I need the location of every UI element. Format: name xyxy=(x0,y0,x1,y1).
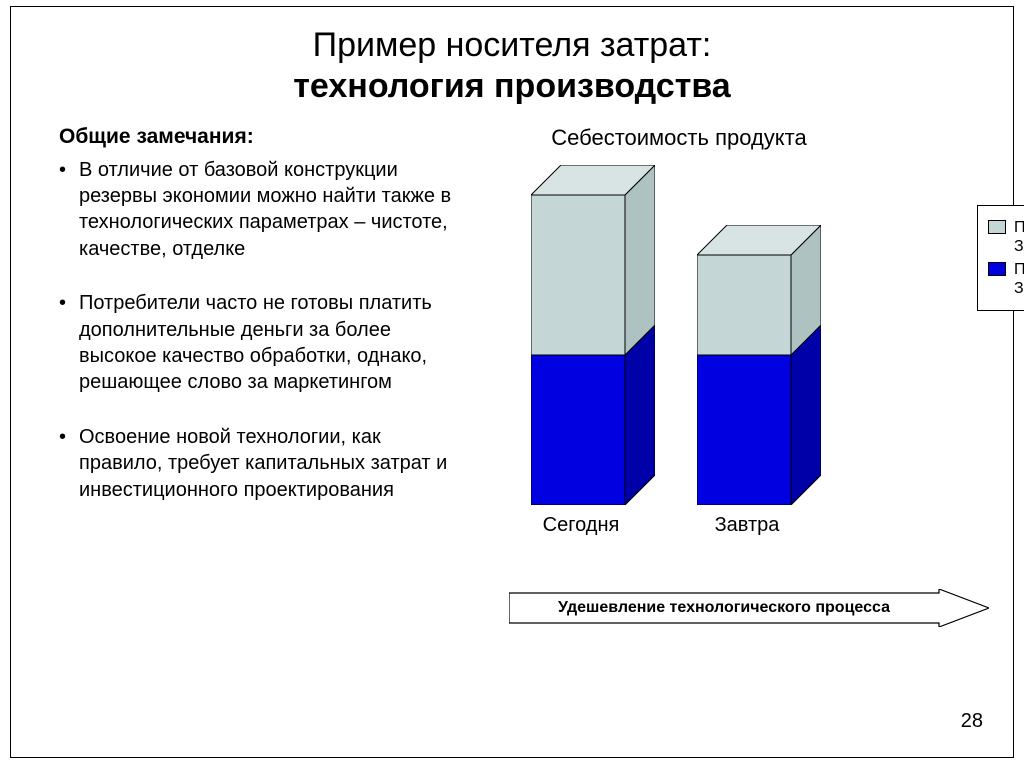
chart-title: Себестоимость продукта xyxy=(509,125,849,151)
legend-label-fixed: Постоянные Затраты xyxy=(1014,260,1024,298)
bullet-item: Освоение новой технологии, как правило, … xyxy=(59,424,469,503)
bullet-item: Потребители часто не готовы платить допо… xyxy=(59,290,469,396)
subheading: Общие замечания: xyxy=(59,125,469,149)
left-column: Общие замечания: В отличие от базовой ко… xyxy=(59,125,489,545)
right-column: Себестоимость продукта СегодняЗавтра Пер… xyxy=(489,125,989,545)
chart-legend: Переменные Затраты Постоянные Затраты xyxy=(977,205,1024,312)
bar-Сегодня xyxy=(531,165,655,505)
arrow-label: Удешевление технологического процесса xyxy=(509,589,939,627)
bullet-item: В отличие от базовой конструкции резервы… xyxy=(59,157,469,263)
process-arrow: Удешевление технологического процесса xyxy=(509,589,989,627)
bar-3d-icon xyxy=(531,165,655,505)
legend-item-variable: Переменные Затраты xyxy=(988,218,1024,256)
bar-label: Завтра xyxy=(687,514,807,537)
legend-item-fixed: Постоянные Затраты xyxy=(988,260,1024,298)
content-row: Общие замечания: В отличие от базовой ко… xyxy=(11,115,1013,545)
title-line2: технология производства xyxy=(293,67,730,105)
legend-swatch-variable xyxy=(988,220,1006,234)
bullet-list: В отличие от базовой конструкции резервы… xyxy=(59,157,469,503)
bar-Завтра xyxy=(697,225,821,505)
bar-label: Сегодня xyxy=(521,514,641,537)
slide-frame: Пример носителя затрат: технология произ… xyxy=(10,6,1014,758)
bar-3d-icon xyxy=(697,225,821,505)
page-number: 28 xyxy=(961,710,983,733)
legend-label-variable: Переменные Затраты xyxy=(1014,218,1024,256)
bar-chart: Сегодня Завтра xyxy=(509,165,849,545)
legend-swatch-fixed xyxy=(988,262,1006,276)
slide-title: Пример носителя затрат: технология произ… xyxy=(11,7,1013,115)
title-line1: Пример носителя затрат: xyxy=(313,26,712,64)
